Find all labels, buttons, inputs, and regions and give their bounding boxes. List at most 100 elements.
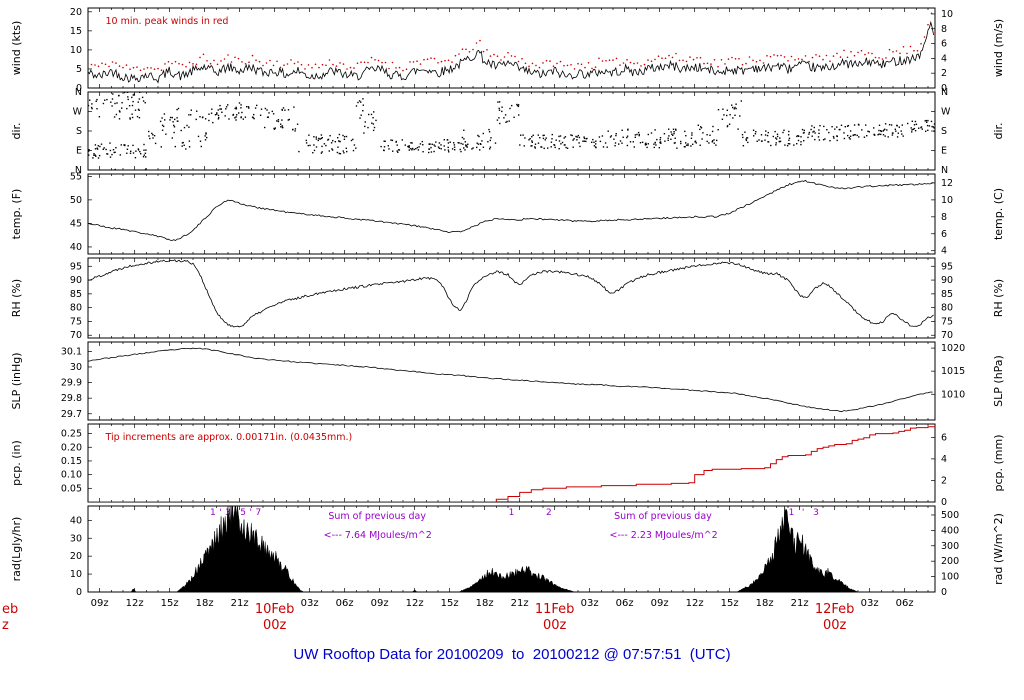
direction-dot bbox=[92, 157, 94, 159]
direction-dot bbox=[397, 151, 399, 153]
direction-dot bbox=[534, 146, 536, 148]
direction-dot bbox=[260, 108, 263, 110]
direction-dot bbox=[575, 135, 577, 138]
direction-dot bbox=[137, 101, 139, 103]
direction-dot bbox=[160, 146, 162, 148]
direction-dot bbox=[458, 142, 460, 144]
direction-dot bbox=[472, 147, 474, 149]
direction-dot bbox=[143, 154, 145, 156]
direction-dot bbox=[364, 125, 366, 128]
direction-dot bbox=[896, 136, 899, 138]
series-group-pcp bbox=[88, 425, 935, 502]
y-tick-label-right: S bbox=[941, 126, 947, 137]
direction-dot bbox=[94, 148, 97, 150]
direction-dot bbox=[288, 118, 290, 121]
direction-dot bbox=[849, 135, 852, 137]
direction-dot bbox=[756, 140, 758, 142]
direction-dot bbox=[764, 139, 766, 141]
direction-dot bbox=[542, 137, 545, 140]
direction-dot bbox=[653, 143, 655, 145]
direction-dot bbox=[106, 153, 109, 155]
direction-dot bbox=[181, 145, 183, 147]
peak-wind-dot bbox=[832, 55, 835, 57]
direction-dot bbox=[362, 110, 364, 112]
direction-dot bbox=[401, 139, 403, 141]
direction-dot bbox=[523, 145, 525, 147]
direction-dot bbox=[100, 143, 103, 145]
peak-wind-dot bbox=[552, 65, 555, 67]
direction-dot bbox=[836, 135, 838, 138]
direction-dot bbox=[411, 142, 413, 144]
direction-dot bbox=[779, 137, 781, 139]
peak-wind-dot bbox=[524, 62, 527, 65]
direction-dot bbox=[819, 125, 821, 127]
axis-label-right-rad: rad (W/m^2) bbox=[992, 513, 1005, 585]
peak-wind-dot bbox=[871, 52, 873, 55]
direction-dot bbox=[208, 119, 210, 122]
direction-dot bbox=[206, 136, 208, 139]
direction-dot bbox=[88, 149, 90, 151]
direction-dot bbox=[307, 144, 309, 147]
y-tick-label-right: 75 bbox=[941, 316, 953, 327]
direction-dot bbox=[404, 144, 406, 146]
direction-dot bbox=[653, 146, 655, 149]
peak-wind-dot bbox=[689, 56, 691, 58]
direction-dot bbox=[506, 120, 508, 123]
partial-day-label: eb bbox=[2, 602, 18, 617]
direction-dot bbox=[460, 150, 462, 153]
direction-dot bbox=[911, 120, 913, 122]
direction-dot bbox=[788, 137, 791, 139]
direction-dot bbox=[129, 152, 132, 154]
direction-dot bbox=[96, 108, 98, 110]
direction-dot bbox=[840, 124, 843, 126]
direction-dot bbox=[488, 128, 490, 131]
direction-dot bbox=[593, 141, 595, 143]
peak-wind-dot bbox=[153, 68, 156, 70]
rad-top-label: ' bbox=[802, 508, 804, 518]
peak-wind-dot bbox=[262, 64, 264, 67]
y-tick-label-left: 29.8 bbox=[61, 393, 82, 404]
direction-dot bbox=[142, 100, 145, 102]
rad-top-label: ' bbox=[219, 508, 221, 518]
y-tick-label-right: N bbox=[941, 165, 948, 176]
partial-day-label: z bbox=[2, 618, 9, 633]
direction-dot bbox=[670, 138, 672, 140]
direction-dot bbox=[181, 142, 184, 144]
direction-dot bbox=[913, 124, 916, 126]
y-tick-label-right: 300 bbox=[941, 541, 959, 552]
direction-dot bbox=[817, 136, 820, 138]
direction-dot bbox=[700, 127, 703, 129]
direction-dot bbox=[636, 133, 638, 136]
direction-dot bbox=[543, 134, 545, 136]
y-tick-label-right: 400 bbox=[941, 525, 959, 536]
direction-dot bbox=[169, 116, 172, 119]
peak-wind-dot bbox=[643, 63, 646, 66]
direction-dot bbox=[183, 126, 186, 129]
axis-label-right-temp: temp. (C) bbox=[992, 188, 1005, 240]
direction-dot bbox=[148, 130, 150, 133]
series-solar-radiation bbox=[88, 506, 935, 592]
direction-dot bbox=[228, 118, 230, 120]
direction-dot bbox=[550, 141, 553, 143]
direction-dot bbox=[342, 134, 344, 137]
direction-dot bbox=[282, 107, 285, 109]
direction-dot bbox=[711, 140, 714, 142]
direction-dot bbox=[505, 121, 507, 123]
direction-dot bbox=[173, 126, 176, 128]
direction-dot bbox=[372, 117, 374, 119]
peak-wind-dot bbox=[328, 59, 331, 61]
direction-dot bbox=[765, 130, 767, 132]
direction-dot bbox=[130, 150, 132, 152]
direction-dot bbox=[863, 136, 866, 138]
peak-wind-dot bbox=[727, 58, 730, 60]
direction-dot bbox=[898, 126, 900, 128]
y-tick-label-left: 20 bbox=[70, 7, 82, 18]
direction-dot bbox=[246, 106, 248, 108]
direction-dot bbox=[522, 134, 524, 136]
direction-dot bbox=[363, 132, 365, 134]
direction-dot bbox=[174, 145, 176, 148]
direction-dot bbox=[177, 107, 180, 110]
direction-dot bbox=[518, 114, 520, 116]
direction-dot bbox=[137, 148, 139, 150]
direction-dot bbox=[453, 144, 456, 146]
